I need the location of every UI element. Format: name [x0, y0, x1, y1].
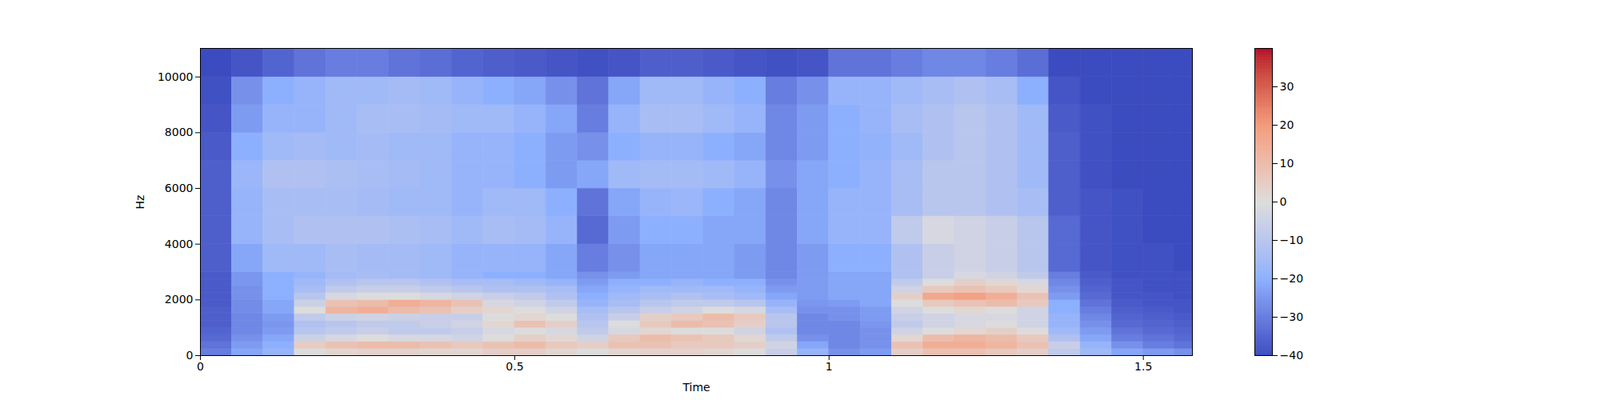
svg-text:0.5: 0.5	[505, 360, 524, 373]
svg-text:20: 20	[1280, 118, 1295, 132]
svg-text:6000: 6000	[164, 181, 194, 195]
svg-text:Time: Time	[681, 380, 710, 394]
svg-text:2000: 2000	[164, 292, 194, 306]
svg-text:0: 0	[186, 348, 194, 362]
svg-text:10000: 10000	[157, 70, 194, 84]
svg-text:10: 10	[1280, 156, 1295, 170]
svg-text:−40: −40	[1280, 348, 1304, 362]
svg-text:0: 0	[196, 360, 204, 373]
svg-text:−10: −10	[1280, 233, 1304, 247]
svg-text:4000: 4000	[164, 237, 194, 251]
svg-text:30: 30	[1280, 80, 1295, 93]
svg-text:0: 0	[1280, 195, 1288, 208]
svg-text:8000: 8000	[164, 125, 194, 139]
svg-text:1: 1	[825, 360, 833, 373]
svg-text:1.5: 1.5	[1134, 360, 1152, 373]
svg-text:−20: −20	[1280, 272, 1304, 285]
svg-text:Hz: Hz	[133, 195, 147, 210]
svg-text:−30: −30	[1280, 310, 1304, 324]
